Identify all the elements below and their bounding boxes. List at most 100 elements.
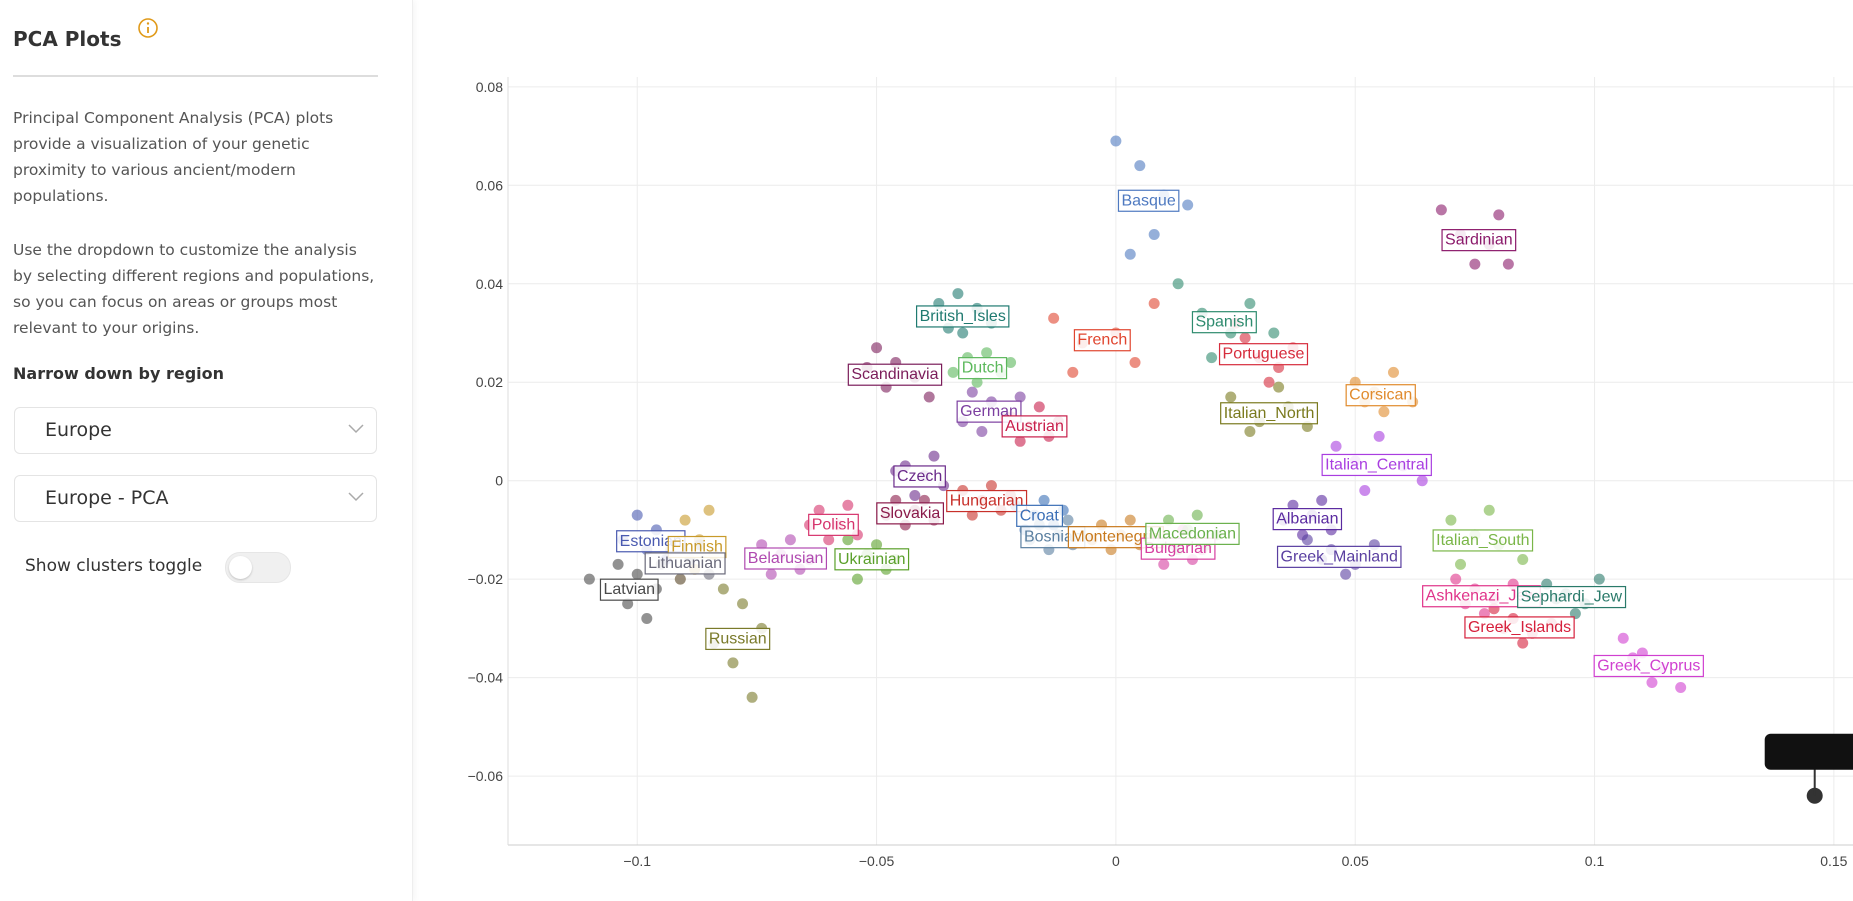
point xyxy=(746,691,758,703)
point xyxy=(1129,357,1141,369)
info-icon[interactable] xyxy=(137,17,159,39)
point xyxy=(1435,204,1447,216)
label-text: Basque xyxy=(1121,192,1175,209)
label-text: Italian_North xyxy=(1224,405,1315,422)
population-label: Polish xyxy=(808,513,859,536)
label-text: Hungarian xyxy=(950,493,1024,510)
population-label: Sephardi_Jew xyxy=(1517,585,1627,609)
population-label: French xyxy=(1073,329,1131,352)
y-tick-label: −0.02 xyxy=(468,571,504,587)
point xyxy=(1172,278,1184,290)
population-label: Macedonian xyxy=(1145,522,1240,545)
y-tick-label: −0.04 xyxy=(468,670,504,686)
label-text: Estonian xyxy=(620,533,682,550)
plot-dropdown[interactable]: Europe - PCA xyxy=(14,475,377,522)
population-label: Finnish xyxy=(667,535,727,559)
point xyxy=(966,386,978,398)
dropdown-value: Europe xyxy=(45,419,112,441)
label-text: British_Isles xyxy=(920,308,1006,325)
point xyxy=(1455,558,1467,570)
point xyxy=(1067,366,1079,378)
point xyxy=(1239,332,1251,344)
point xyxy=(923,391,935,403)
y-tick-label: 0.04 xyxy=(476,276,503,292)
region-dropdown[interactable]: Europe xyxy=(14,407,377,454)
population-label: Corsican xyxy=(1345,384,1416,407)
label-text: Ukrainian xyxy=(838,551,906,568)
label-box xyxy=(1593,654,1704,678)
point xyxy=(1617,632,1629,644)
point xyxy=(1483,504,1495,516)
point xyxy=(583,573,595,585)
point xyxy=(679,514,691,526)
point xyxy=(1225,391,1237,403)
label-text: Greek_Islands xyxy=(1468,619,1571,636)
population-label: Italian_Central xyxy=(1321,453,1432,477)
label-text: Italian_South xyxy=(1436,532,1529,549)
label-box xyxy=(1145,522,1240,545)
point xyxy=(1038,494,1050,506)
label-text: Finnish xyxy=(671,539,723,556)
label-box xyxy=(946,489,1028,513)
point xyxy=(976,425,988,437)
point xyxy=(1048,312,1060,324)
point xyxy=(1134,160,1146,172)
label-box xyxy=(1117,189,1180,212)
point xyxy=(1646,677,1658,689)
point xyxy=(1301,534,1313,546)
label-box xyxy=(915,305,1010,328)
point xyxy=(674,573,686,585)
point xyxy=(1416,475,1428,487)
population-label: Basque xyxy=(1117,189,1180,212)
label-text: Polish xyxy=(812,516,856,533)
label-text: Greek_Mainland xyxy=(1281,548,1398,565)
redacted-label xyxy=(1764,733,1853,770)
point xyxy=(813,504,825,516)
label-box xyxy=(876,502,945,525)
clusters-toggle[interactable] xyxy=(225,552,291,583)
point xyxy=(1263,376,1275,388)
sidebar-title: PCA Plots xyxy=(13,27,122,51)
label-box xyxy=(1276,545,1402,568)
population-label: Slovakia xyxy=(876,502,945,525)
point xyxy=(842,499,854,511)
population-label: Dutch xyxy=(958,357,1008,380)
intro-text: Principal Component Analysis (PCA) plots… xyxy=(13,109,334,205)
y-tick-label: 0.06 xyxy=(476,177,503,193)
population-label: Spanish xyxy=(1191,311,1257,334)
label-text: Sephardi_Jew xyxy=(1521,589,1623,606)
point xyxy=(871,342,883,354)
label-text: Slovakia xyxy=(880,505,941,522)
x-tick-label: −0.05 xyxy=(859,853,895,869)
point xyxy=(727,657,739,669)
label-text: Spanish xyxy=(1195,314,1253,331)
population-label: Italian_North xyxy=(1220,402,1319,425)
y-tick-label: 0 xyxy=(495,473,503,489)
point xyxy=(1124,248,1136,260)
label-text: Portuguese xyxy=(1223,346,1305,363)
population-label: Portuguese xyxy=(1218,343,1309,366)
point xyxy=(966,509,978,521)
label-box xyxy=(1517,585,1627,609)
label-text: Russian xyxy=(709,630,767,647)
point xyxy=(1014,435,1026,447)
population-label: Italian_South xyxy=(1432,529,1534,552)
chevron xyxy=(348,492,364,502)
point xyxy=(612,558,624,570)
point xyxy=(851,573,863,585)
point xyxy=(1062,514,1074,526)
label-box xyxy=(958,357,1008,380)
label-box xyxy=(744,547,828,570)
y-tick-label: −0.06 xyxy=(468,768,504,784)
point xyxy=(1110,135,1122,147)
point xyxy=(947,366,959,378)
point xyxy=(1387,366,1399,378)
label-box xyxy=(1321,453,1432,477)
point xyxy=(765,568,777,580)
label-text: Corsican xyxy=(1349,387,1412,404)
point xyxy=(1182,199,1194,211)
label-text: Bosnian xyxy=(1024,529,1082,546)
dropdown-value: Europe - PCA xyxy=(45,487,169,509)
label-text: Ashkenazi_Jew xyxy=(1426,588,1538,605)
